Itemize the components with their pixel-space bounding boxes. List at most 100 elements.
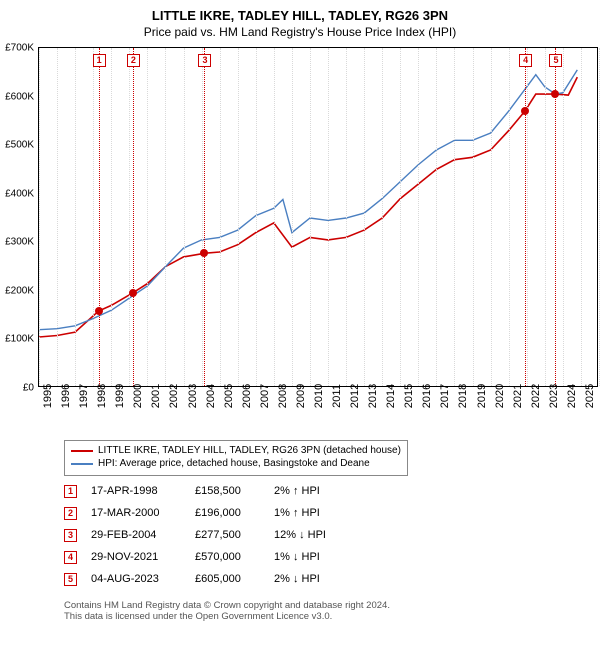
y-tick-label: £600K xyxy=(5,91,34,102)
chart-title: LITTLE IKRE, TADLEY HILL, TADLEY, RG26 3… xyxy=(8,8,592,23)
footer: Contains HM Land Registry data © Crown c… xyxy=(64,600,390,622)
gridline-v xyxy=(147,48,148,386)
marker-gridline xyxy=(133,48,134,386)
tx-price: £605,000 xyxy=(195,573,260,585)
footer-line-1: Contains HM Land Registry data © Crown c… xyxy=(64,600,390,611)
legend-label-hpi: HPI: Average price, detached house, Basi… xyxy=(98,458,370,469)
legend-box: LITTLE IKRE, TADLEY HILL, TADLEY, RG26 3… xyxy=(64,440,408,476)
marker-box: 2 xyxy=(127,54,140,67)
gridline-v xyxy=(454,48,455,386)
x-tick-label: 2025 xyxy=(584,384,596,408)
x-tick-label: 2006 xyxy=(241,384,253,408)
gridline-v xyxy=(382,48,383,386)
gridline-v xyxy=(328,48,329,386)
transaction-row: 4 29-NOV-2021 £570,000 1% ↓ HPI xyxy=(64,546,354,568)
gridline-v xyxy=(346,48,347,386)
gridline-v xyxy=(111,48,112,386)
y-tick-label: £200K xyxy=(5,285,34,296)
tx-delta: 1% ↑ HPI xyxy=(274,507,354,519)
marker-box: 5 xyxy=(549,54,562,67)
plot-inner: 1 2 3 4 5 xyxy=(38,48,597,387)
tx-marker: 4 xyxy=(64,551,77,564)
x-tick-label: 2014 xyxy=(385,384,397,408)
x-tick-label: 2024 xyxy=(566,384,578,408)
tx-delta: 2% ↓ HPI xyxy=(274,573,354,585)
x-tick-label: 2013 xyxy=(367,384,379,408)
transaction-dot xyxy=(551,90,559,98)
tx-delta: 1% ↓ HPI xyxy=(274,551,354,563)
gridline-v xyxy=(400,48,401,386)
x-tick-label: 2019 xyxy=(476,384,488,408)
gridline-v xyxy=(581,48,582,386)
marker-gridline xyxy=(525,48,526,386)
gridline-v xyxy=(129,48,130,386)
x-tick-label: 2023 xyxy=(548,384,560,408)
tx-marker: 5 xyxy=(64,573,77,586)
tx-date: 17-APR-1998 xyxy=(91,485,181,497)
legend-swatch-property xyxy=(71,450,93,452)
tx-date: 29-NOV-2021 xyxy=(91,551,181,563)
gridline-v xyxy=(563,48,564,386)
tx-delta: 12% ↓ HPI xyxy=(274,529,354,541)
legend-swatch-hpi xyxy=(71,463,93,465)
x-tick-label: 2016 xyxy=(421,384,433,408)
transaction-dot xyxy=(521,107,529,115)
gridline-v xyxy=(364,48,365,386)
chart-subtitle: Price paid vs. HM Land Registry's House … xyxy=(8,25,592,39)
tx-delta: 2% ↑ HPI xyxy=(274,485,354,497)
tx-marker: 3 xyxy=(64,529,77,542)
tx-price: £570,000 xyxy=(195,551,260,563)
x-tick-label: 2015 xyxy=(403,384,415,408)
plot-area: 12345 £0£100K£200K£300K£400K£500K£600K£7… xyxy=(38,47,598,387)
y-tick-label: £400K xyxy=(5,188,34,199)
x-tick-label: 1997 xyxy=(78,384,90,408)
gridline-v xyxy=(473,48,474,386)
x-tick-label: 2010 xyxy=(313,384,325,408)
gridline-v xyxy=(491,48,492,386)
marker-box: 4 xyxy=(519,54,532,67)
y-tick-label: £500K xyxy=(5,140,34,151)
transaction-row: 117-APR-1998£158,5002% ↑ HPI xyxy=(64,480,354,502)
tx-price: £196,000 xyxy=(195,507,260,519)
gridline-v xyxy=(527,48,528,386)
gridline-v xyxy=(57,48,58,386)
legend-label-property: LITTLE IKRE, TADLEY HILL, TADLEY, RG26 3… xyxy=(98,445,401,456)
x-tick-label: 2009 xyxy=(295,384,307,408)
gridline-v xyxy=(184,48,185,386)
marker-box: 3 xyxy=(198,54,211,67)
gridline-v xyxy=(274,48,275,386)
tx-price: £158,500 xyxy=(195,485,260,497)
gridline-v xyxy=(39,48,40,386)
x-tick-label: 1998 xyxy=(96,384,108,408)
gridline-v xyxy=(75,48,76,386)
gridline-v xyxy=(436,48,437,386)
transaction-dot xyxy=(129,289,137,297)
tx-marker: 2 xyxy=(64,507,77,520)
gridline-v xyxy=(93,48,94,386)
legend-row-hpi: HPI: Average price, detached house, Basi… xyxy=(71,458,401,469)
tx-date: 29-FEB-2004 xyxy=(91,529,181,541)
x-tick-label: 2001 xyxy=(150,384,162,408)
gridline-v xyxy=(220,48,221,386)
gridline-v xyxy=(256,48,257,386)
series-line-hpi xyxy=(39,70,577,330)
x-tick-label: 2012 xyxy=(349,384,361,408)
x-tick-label: 2004 xyxy=(205,384,217,408)
x-tick-label: 2022 xyxy=(530,384,542,408)
x-tick-label: 1996 xyxy=(60,384,72,408)
x-tick-label: 1999 xyxy=(114,384,126,408)
gridline-v xyxy=(509,48,510,386)
series-line-property xyxy=(39,77,577,337)
x-tick-label: 2005 xyxy=(223,384,235,408)
x-tick-label: 2000 xyxy=(132,384,144,408)
marker-gridline xyxy=(204,48,205,386)
gridline-v xyxy=(545,48,546,386)
chart-container: LITTLE IKRE, TADLEY HILL, TADLEY, RG26 3… xyxy=(0,0,600,650)
transaction-row: 329-FEB-2004£277,50012% ↓ HPI xyxy=(64,524,354,546)
footer-line-2: This data is licensed under the Open Gov… xyxy=(64,611,390,622)
x-tick-label: 2020 xyxy=(494,384,506,408)
marker-box: 1 xyxy=(93,54,106,67)
chart-svg xyxy=(39,48,597,386)
x-tick-label: 2007 xyxy=(259,384,271,408)
gridline-v xyxy=(165,48,166,386)
